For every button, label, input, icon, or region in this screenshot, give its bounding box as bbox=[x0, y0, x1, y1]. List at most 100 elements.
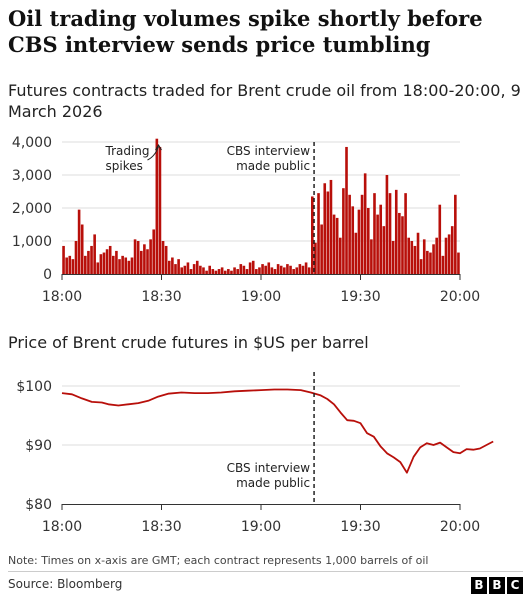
volume-bar bbox=[118, 259, 121, 274]
volume-bar bbox=[323, 183, 327, 274]
y-tick-label: 3,000 bbox=[12, 168, 52, 184]
volume-bar bbox=[202, 267, 205, 274]
volume-bar bbox=[158, 146, 162, 274]
volume-bar bbox=[329, 179, 333, 274]
volume-bar bbox=[292, 269, 295, 274]
volume-bar bbox=[311, 196, 314, 274]
volume-bar bbox=[192, 264, 196, 274]
volume-bar bbox=[242, 265, 246, 274]
volume-bar bbox=[174, 264, 177, 274]
volume-bar bbox=[264, 265, 267, 274]
volume-bar bbox=[373, 193, 376, 274]
volume-bar bbox=[419, 259, 423, 274]
volume-bar bbox=[189, 269, 193, 274]
volume-bar bbox=[167, 260, 171, 274]
volume-bar bbox=[255, 269, 258, 274]
x-tick-label: 19:30 bbox=[340, 289, 380, 305]
volume-bar bbox=[366, 208, 370, 274]
volume-bar bbox=[248, 262, 252, 274]
volume-bar bbox=[146, 249, 149, 274]
volume-bar bbox=[87, 250, 90, 274]
volume-bar bbox=[105, 249, 109, 274]
volume-bar bbox=[62, 245, 65, 274]
volume-bar bbox=[121, 255, 124, 274]
volume-bar bbox=[360, 194, 364, 274]
volume-bar bbox=[96, 262, 100, 274]
volume-bar bbox=[289, 265, 292, 274]
volume-bar bbox=[233, 267, 236, 274]
volume-bar bbox=[441, 255, 445, 274]
volume-bar bbox=[220, 267, 224, 274]
volume-bar bbox=[124, 257, 128, 274]
volume-bar bbox=[270, 267, 274, 274]
volume-bar bbox=[164, 245, 168, 274]
volume-bar bbox=[320, 224, 323, 274]
bbc-logo: B B C bbox=[471, 577, 523, 594]
event-annotation-label: CBS interview bbox=[227, 461, 311, 475]
volume-bar bbox=[236, 269, 239, 274]
volume-bar bbox=[382, 226, 386, 274]
annotation-label: spikes bbox=[106, 159, 143, 173]
volume-bar bbox=[363, 173, 367, 274]
x-tick-label: 20:00 bbox=[440, 289, 480, 305]
volume-bar bbox=[447, 234, 451, 274]
volume-bar bbox=[183, 265, 187, 274]
volume-bar bbox=[80, 224, 84, 274]
volume-bar bbox=[326, 191, 330, 274]
volume-bar bbox=[267, 262, 271, 274]
volume-bar bbox=[217, 269, 221, 274]
volume-bar bbox=[279, 265, 283, 274]
x-tick-label: 18:00 bbox=[42, 519, 82, 535]
volume-bar bbox=[307, 267, 311, 274]
volume-bar bbox=[273, 269, 277, 274]
volume-bar bbox=[335, 217, 339, 274]
volume-bar bbox=[155, 138, 159, 274]
volume-bar bbox=[152, 229, 156, 274]
x-tick-label: 19:30 bbox=[340, 519, 380, 535]
volume-bar bbox=[304, 262, 308, 274]
volume-bar bbox=[139, 250, 143, 274]
volume-bar bbox=[314, 242, 317, 274]
volume-bar bbox=[90, 245, 93, 274]
y-tick-label: $90 bbox=[25, 438, 52, 454]
x-tick-label: 18:00 bbox=[42, 289, 82, 305]
volume-bar bbox=[74, 241, 78, 274]
event-annotation-label: CBS interview bbox=[227, 144, 311, 158]
volume-bar bbox=[171, 257, 174, 274]
price-chart-subtitle: Price of Brent crude futures in $US per … bbox=[8, 333, 369, 352]
price-chart: $80 $90 $100 18:00 18:30 19:00 19:30 20:00 CBS i… bbox=[16, 372, 494, 535]
volume-bar bbox=[416, 232, 420, 274]
volume-chart-subtitle: Futures contracts traded for Brent crude… bbox=[8, 81, 521, 121]
volume-bar bbox=[454, 194, 457, 274]
y-tick-label: $100 bbox=[16, 379, 52, 395]
volume-bar bbox=[338, 237, 342, 274]
footer-divider bbox=[8, 571, 523, 572]
volume-bar bbox=[357, 209, 361, 274]
volume-bar bbox=[301, 265, 305, 274]
volume-bar bbox=[342, 188, 345, 274]
volume-bar bbox=[391, 241, 395, 274]
volume-bar bbox=[127, 260, 131, 274]
volume-bar bbox=[429, 252, 432, 274]
y-tick-label: 1,000 bbox=[12, 234, 52, 250]
y-tick-label: 0 bbox=[43, 267, 52, 283]
volume-chart: 0 1,000 2,000 3,000 4,000 18:00 18:30 19:00 19:3… bbox=[12, 135, 480, 305]
volume-bar bbox=[388, 193, 392, 274]
volume-bar bbox=[143, 244, 146, 274]
volume-bar bbox=[444, 237, 448, 274]
volume-bar bbox=[394, 189, 398, 274]
volume-bar bbox=[180, 267, 184, 274]
volume-bar bbox=[407, 237, 410, 274]
volume-bar bbox=[376, 214, 379, 274]
volume-bar bbox=[65, 257, 68, 274]
volume-bar bbox=[108, 245, 112, 274]
volume-bar bbox=[450, 226, 454, 274]
volume-bar bbox=[112, 255, 115, 274]
x-tick-label: 18:30 bbox=[141, 289, 181, 305]
volume-bar bbox=[438, 204, 442, 274]
volume-bar bbox=[77, 209, 81, 274]
volume-bar bbox=[149, 239, 152, 274]
annotation-arrowhead bbox=[155, 144, 162, 151]
volume-bar bbox=[230, 270, 233, 274]
volume-bar bbox=[251, 260, 255, 274]
